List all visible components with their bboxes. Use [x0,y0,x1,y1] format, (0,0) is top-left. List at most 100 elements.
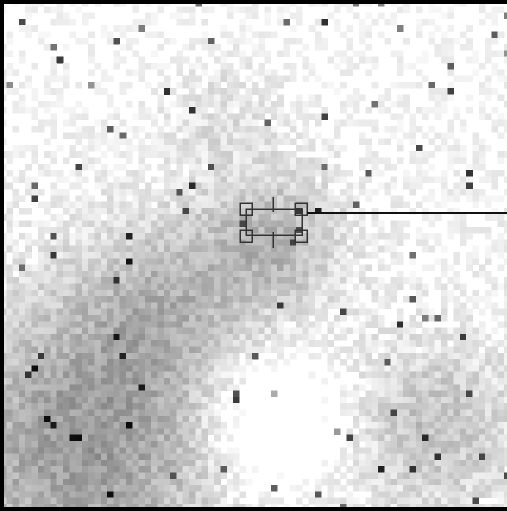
pixel [233,479,240,486]
pixel [214,473,221,480]
pixel [397,113,404,120]
pixel [32,265,39,272]
pixel [391,50,398,57]
pixel [126,202,133,209]
pixel [372,479,379,486]
pixel [101,422,108,429]
pixel [214,57,221,64]
pixel [208,76,215,83]
pixel [435,422,442,429]
pixel [6,277,13,284]
pixel [176,460,183,467]
pixel [485,491,492,498]
pixel [132,340,139,347]
pixel [95,284,102,291]
pixel [233,353,240,360]
pixel [410,384,417,391]
pixel [195,290,202,297]
pixel [82,13,89,20]
pixel [334,50,341,57]
pixel [422,410,429,417]
pixel [271,221,278,228]
pixel [145,189,152,196]
pixel [13,466,20,473]
pixel [139,189,146,196]
pixel [227,309,234,316]
pixel [176,139,183,146]
pixel [32,359,39,366]
pixel [44,410,51,417]
pixel [120,221,127,228]
pixel [466,428,473,435]
pixel [202,69,209,76]
pixel [145,378,152,385]
pixel [113,214,120,221]
pixel [69,315,76,322]
pixel [25,315,32,322]
pixel [271,498,278,505]
pixel [359,271,366,278]
pixel [57,428,64,435]
pixel [347,410,354,417]
pixel [491,422,498,429]
pixel [410,435,417,442]
pixel [284,19,291,26]
pixel [126,271,133,278]
pixel [246,88,253,95]
pixel [309,139,316,146]
pixel [397,378,404,385]
pixel [151,422,158,429]
pixel [183,6,190,13]
pixel [416,32,423,39]
pixel [25,365,32,372]
pixel [416,441,423,448]
pixel [321,378,328,385]
pixel [454,258,461,265]
pixel [384,397,391,404]
pixel [290,126,297,133]
pixel [428,460,435,467]
pixel [239,265,246,272]
pixel [63,13,70,20]
pixel [296,284,303,291]
pixel [384,164,391,171]
pixel [126,44,133,51]
pixel [473,340,480,347]
pixel [328,321,335,328]
pixel [365,391,372,398]
pixel [252,365,259,372]
pixel [38,328,45,335]
pixel [422,359,429,366]
pixel [158,208,165,215]
pixel [328,195,335,202]
pixel [132,378,139,385]
pixel [221,221,228,228]
pixel [214,498,221,505]
pixel [416,460,423,467]
pixel [214,246,221,253]
pixel [139,271,146,278]
pixel [239,284,246,291]
pixel [25,271,32,278]
pixel [95,321,102,328]
pixel [126,176,133,183]
pixel [485,202,492,209]
pixel [176,315,183,322]
pixel [296,265,303,272]
pixel [151,145,158,152]
pixel [139,76,146,83]
pixel [107,252,114,259]
pixel [473,328,480,335]
pixel [302,101,309,108]
pixel [214,252,221,259]
pixel [498,428,505,435]
pixel [441,44,448,51]
pixel [403,340,410,347]
pixel [208,479,215,486]
pixel [479,340,486,347]
pixel [164,208,171,215]
pixel [435,88,442,95]
pixel [466,189,473,196]
pixel [189,491,196,498]
pixel [132,233,139,240]
